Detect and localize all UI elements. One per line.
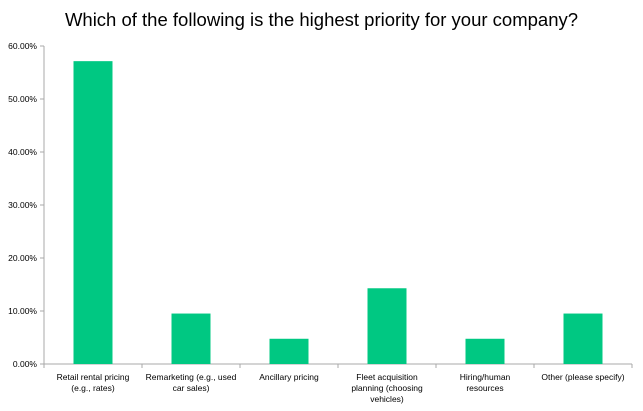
x-tick-label: Ancillary pricing xyxy=(259,372,319,382)
y-tick-label: 30.00% xyxy=(8,200,37,210)
x-tick-label: Retail rental pricing xyxy=(57,372,130,382)
x-tick-label: Fleet acquisition xyxy=(356,372,418,382)
x-tick-label: Hiring/human xyxy=(460,372,511,382)
bar xyxy=(171,313,211,364)
chart-title: Which of the following is the highest pr… xyxy=(64,9,579,30)
x-tick-label: Other (please specify) xyxy=(541,372,624,382)
x-tick-label: (e.g., rates) xyxy=(71,383,115,393)
y-tick-label: 20.00% xyxy=(8,253,37,263)
x-tick-label: resources xyxy=(466,383,503,393)
y-tick-label: 0.00% xyxy=(13,359,38,369)
bar xyxy=(73,61,113,365)
y-tick-label: 50.00% xyxy=(8,94,37,104)
x-tick-label: Remarketing (e.g., used xyxy=(146,372,237,382)
bar xyxy=(269,338,309,364)
x-tick-label: vehicles) xyxy=(370,394,404,404)
bar xyxy=(465,338,505,364)
y-tick-label: 40.00% xyxy=(8,147,37,157)
x-tick-label: planning (choosing xyxy=(351,383,423,393)
x-tick-label: car sales) xyxy=(173,383,210,393)
y-tick-label: 60.00% xyxy=(8,41,37,51)
bar xyxy=(563,313,603,364)
bar xyxy=(367,288,407,364)
y-tick-label: 10.00% xyxy=(8,306,37,316)
